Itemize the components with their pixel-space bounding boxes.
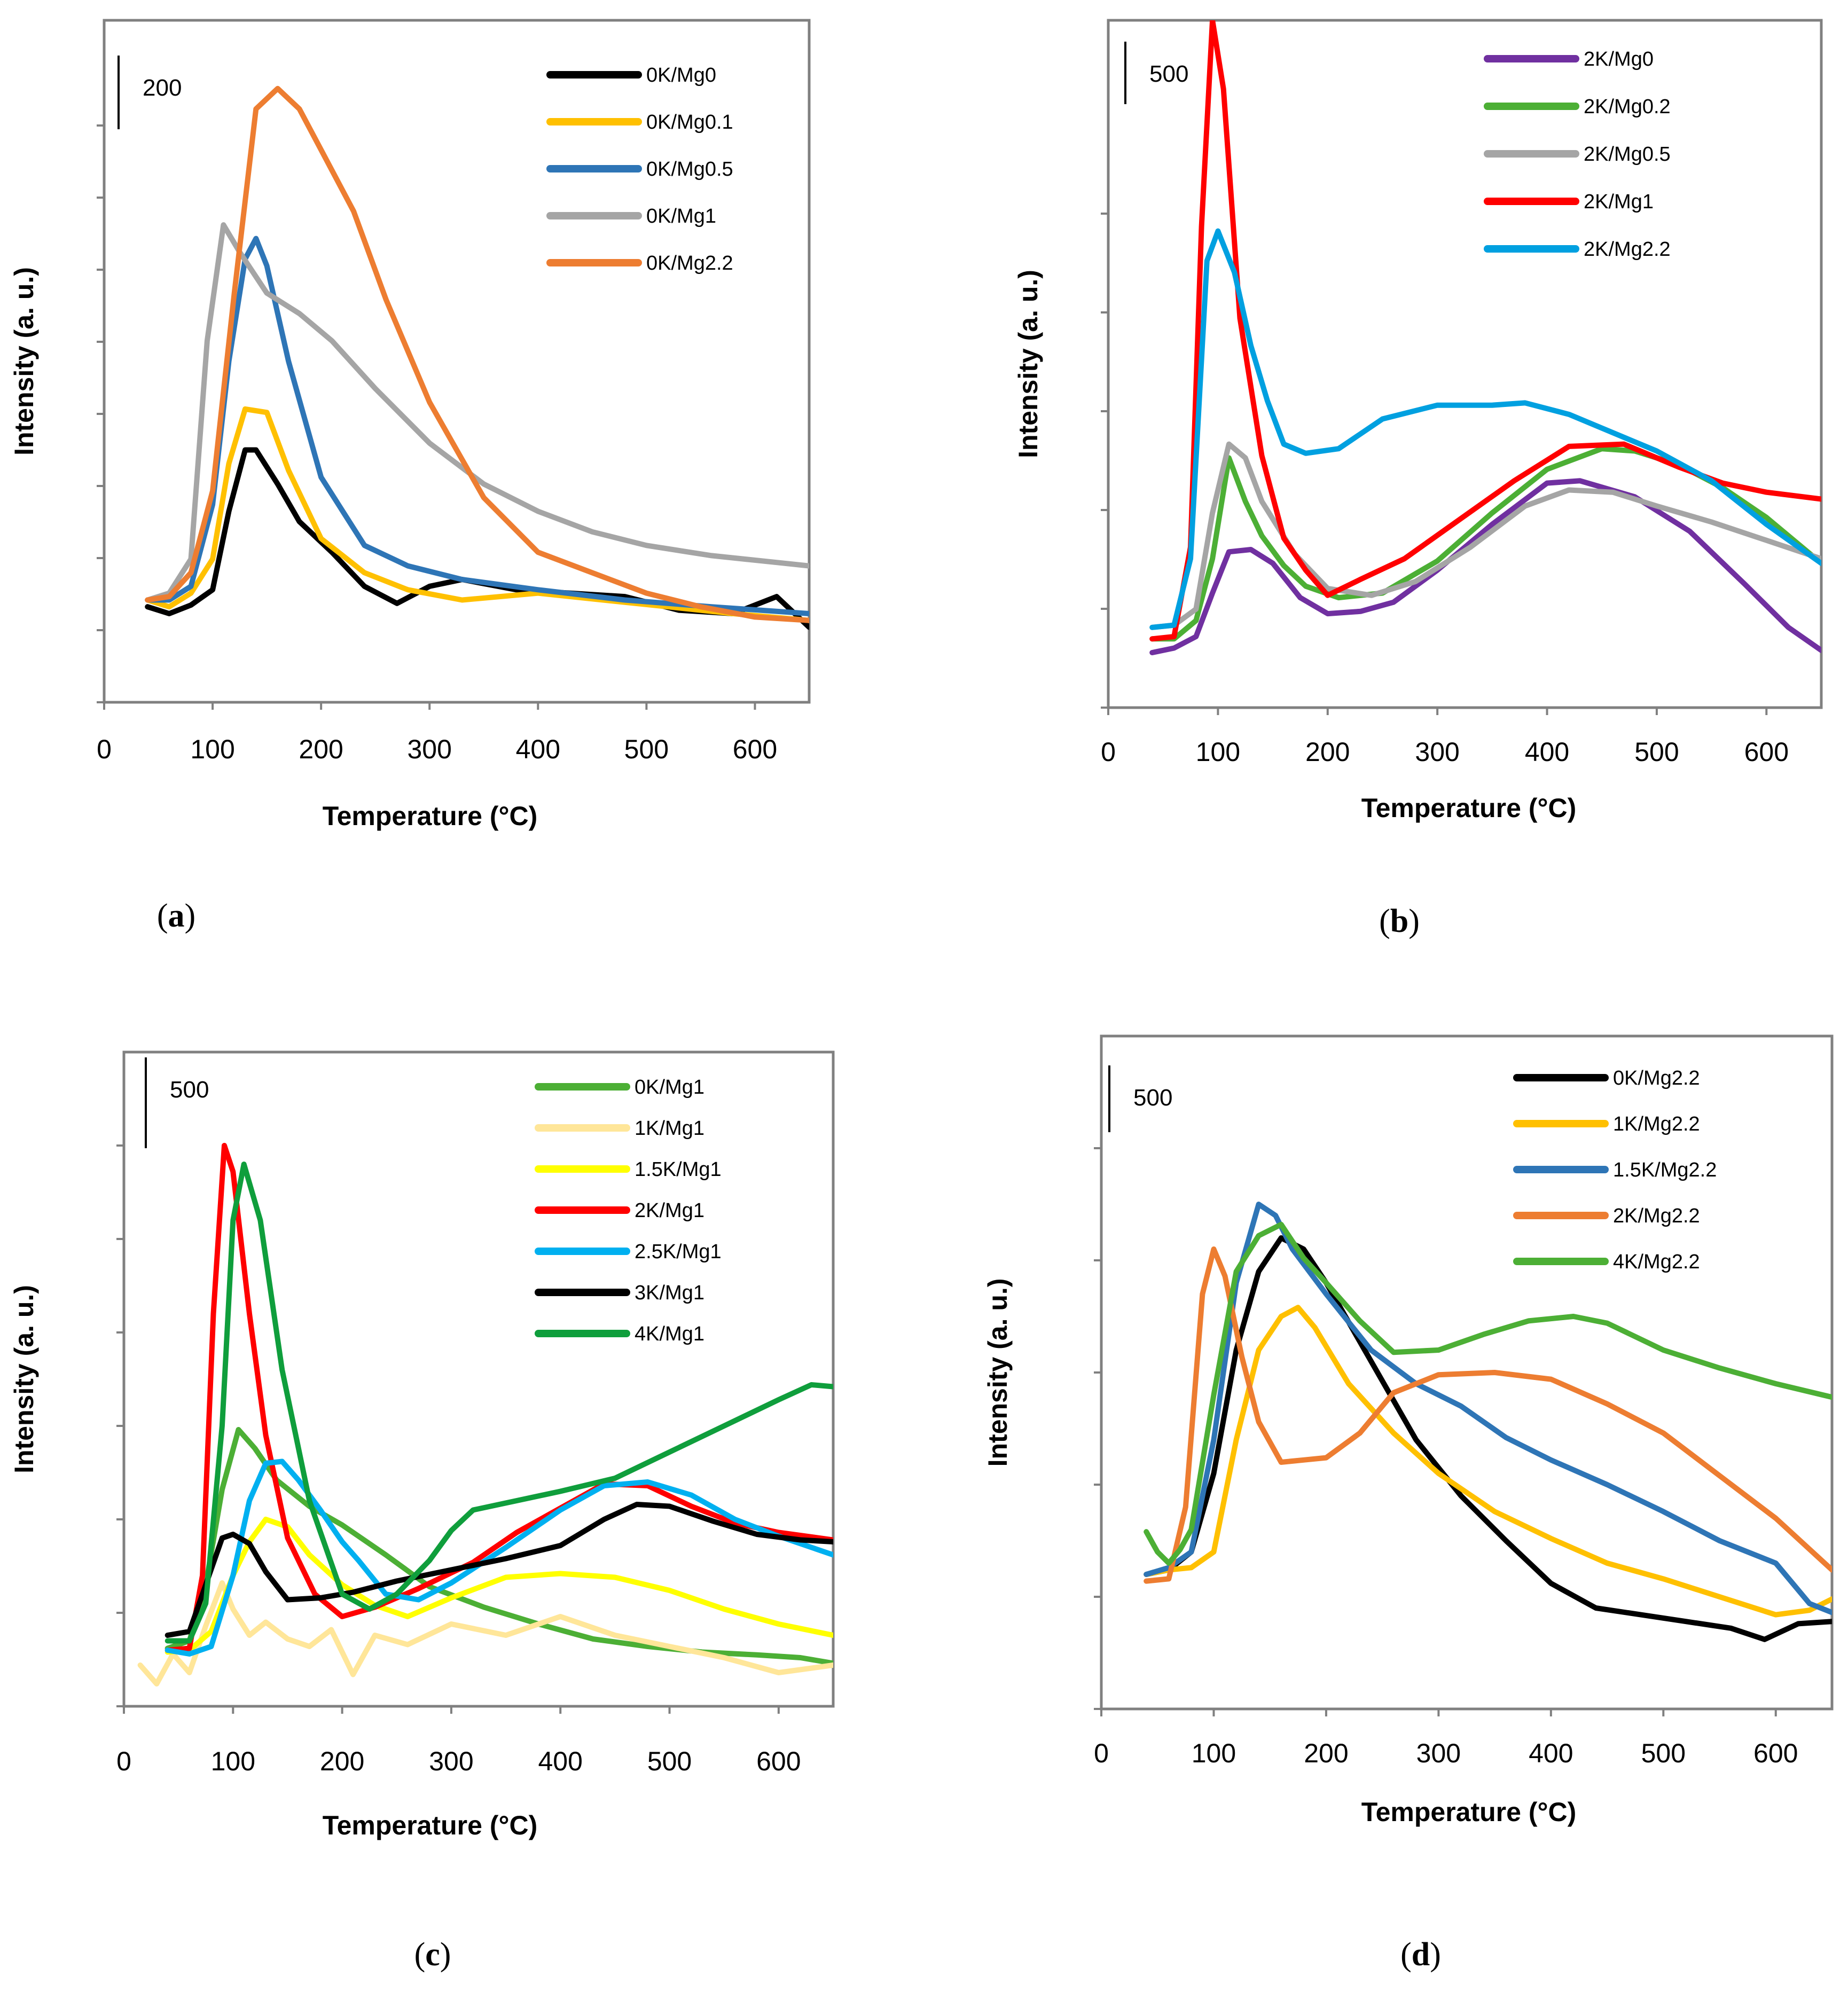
legend-entry-label: 2K/Mg2.2 (1613, 1205, 1700, 1227)
scale-bar-label: 500 (1149, 61, 1188, 87)
x-tick-label: 400 (538, 1746, 583, 1776)
x-tick-label: 200 (1304, 1738, 1348, 1768)
series-line-2k-mg2-2 (1149, 228, 1821, 630)
scale-bar-label: 500 (170, 1077, 209, 1103)
scale-bar-label: 200 (143, 75, 182, 101)
x-tick-label: 400 (1529, 1738, 1573, 1768)
legend-entry-label: 0K/Mg0.1 (646, 111, 733, 134)
legend-entry-label: 1.5K/Mg1 (635, 1158, 722, 1181)
legend-entry-label: 1K/Mg1 (635, 1117, 704, 1140)
x-tick-label: 300 (408, 734, 452, 764)
x-tick-label: 0 (97, 734, 112, 764)
plot-frame (1107, 19, 1823, 709)
chart-panel-a: 0 100 200 300 400 500 600 Temperature (°C) Inten… (9, 19, 811, 934)
x-tick-label: 400 (1525, 737, 1569, 767)
legend-entry-label: 0K/Mg1 (635, 1076, 704, 1099)
legend-entry-label: 1K/Mg2.2 (1613, 1113, 1700, 1135)
legend-entry-label: 0K/Mg2.2 (646, 252, 733, 274)
x-tick-label: 200 (1305, 737, 1350, 767)
x-tick-label: 600 (756, 1746, 801, 1776)
x-tick-label: 200 (299, 734, 343, 764)
x-tick-label: 100 (190, 734, 234, 764)
x-axis-title: Temperature (°C) (1361, 793, 1576, 823)
panel-label: (d) (1400, 1936, 1441, 1973)
x-tick-label: 0 (1094, 1738, 1109, 1768)
x-axis-title: Temperature (°C) (1361, 1797, 1576, 1827)
series-group (145, 85, 809, 630)
x-tick-label: 600 (1744, 737, 1789, 767)
legend-entry-label: 0K/Mg1 (646, 205, 716, 228)
y-axis-title: Intensity (a. u.) (1013, 270, 1043, 458)
x-tick-label: 500 (624, 734, 669, 764)
series-line-2k-mg2-2 (1144, 1246, 1832, 1584)
legend-entry-label: 2.5K/Mg1 (635, 1241, 722, 1263)
series-line-2k-mg1 (165, 1143, 833, 1653)
chart-panel-d: 0 100 200 300 400 500 600 Temperature (°C) Inten… (983, 1034, 1834, 1973)
legend-entry-label: 4K/Mg1 (635, 1323, 704, 1345)
series-line-2k-mg1 (1149, 20, 1821, 642)
legend-entry-label: 2K/Mg0.5 (1584, 143, 1671, 166)
legend-entry-label: 0K/Mg0.5 (646, 158, 733, 181)
x-tick-label: 100 (1196, 737, 1240, 767)
legend-entry-label: 1.5K/Mg2.2 (1613, 1159, 1717, 1181)
panel-label: (c) (414, 1936, 451, 1973)
series-group (137, 1143, 833, 1687)
y-axis-title: Intensity (a. u.) (9, 267, 39, 456)
legend-entry-label: 2K/Mg2.2 (1584, 238, 1671, 261)
x-tick-label: 500 (647, 1746, 692, 1776)
x-tick-label: 600 (1753, 1738, 1798, 1768)
series-line-4k-mg2-2 (1144, 1221, 1832, 1566)
legend-entry-label: 3K/Mg1 (635, 1282, 704, 1304)
legend-entry-label: 0K/Mg0 (646, 64, 716, 87)
legend-entry-label: 2K/Mg0.2 (1584, 96, 1671, 118)
x-tick-label: 500 (1634, 737, 1679, 767)
series-group (1144, 1202, 1832, 1642)
chart-panel-b: 0 100 200 300 400 500 600 Temperature (°C) Inten… (1013, 19, 1823, 939)
series-line-0k-mg0-5 (145, 236, 809, 616)
series-line-2k-mg0 (1149, 478, 1821, 655)
series-line-0k-mg0-1 (145, 406, 809, 623)
series-line-0k-mg2-2 (1144, 1235, 1832, 1642)
series-group (1149, 20, 1821, 655)
legend-entry-label: 2K/Mg1 (1584, 191, 1654, 213)
chart-panel-c: 0 100 200 300 400 500 600 Temperature (°C) Inten… (9, 1050, 835, 1973)
y-axis-title: Intensity (a. u.) (9, 1285, 39, 1473)
x-tick-label: 300 (1415, 737, 1459, 767)
x-tick-label: 0 (1101, 737, 1116, 767)
x-tick-label: 400 (516, 734, 560, 764)
legend-entry-label: 4K/Mg2.2 (1613, 1251, 1700, 1273)
y-axis-title: Intensity (a. u.) (983, 1279, 1013, 1467)
x-tick-label: 300 (1416, 1738, 1461, 1768)
series-line-4k-mg1 (165, 1162, 833, 1644)
scale-bar-label: 500 (1133, 1085, 1172, 1111)
series-line-1k-mg1 (137, 1580, 833, 1687)
series-line-0k-mg1 (145, 222, 809, 603)
x-tick-label: 100 (211, 1746, 255, 1776)
x-tick-label: 100 (1192, 1738, 1236, 1768)
series-line-2k-mg0-5 (1149, 441, 1821, 630)
x-tick-label: 600 (733, 734, 777, 764)
series-line-1k-mg2-2 (1144, 1305, 1832, 1618)
legend-entry-label: 2K/Mg1 (635, 1199, 704, 1222)
series-line-1-5k-mg2-2 (1144, 1202, 1832, 1615)
panel-label: (a) (157, 898, 195, 934)
x-axis-title: Temperature (°C) (323, 801, 537, 831)
x-tick-label: 0 (116, 1746, 131, 1776)
x-tick-label: 500 (1641, 1738, 1686, 1768)
legend-entry-label: 2K/Mg0 (1584, 48, 1654, 70)
plot-frame (122, 1050, 835, 1708)
x-axis-title: Temperature (°C) (323, 1810, 537, 1840)
plot-frame (103, 19, 811, 704)
series-line-3k-mg1 (165, 1502, 833, 1638)
x-tick-label: 300 (429, 1746, 473, 1776)
legend-entry-label: 0K/Mg2.2 (1613, 1067, 1700, 1089)
panel-label: (b) (1379, 903, 1420, 939)
series-line-0k-mg2-2 (145, 85, 809, 623)
x-tick-label: 200 (320, 1746, 364, 1776)
